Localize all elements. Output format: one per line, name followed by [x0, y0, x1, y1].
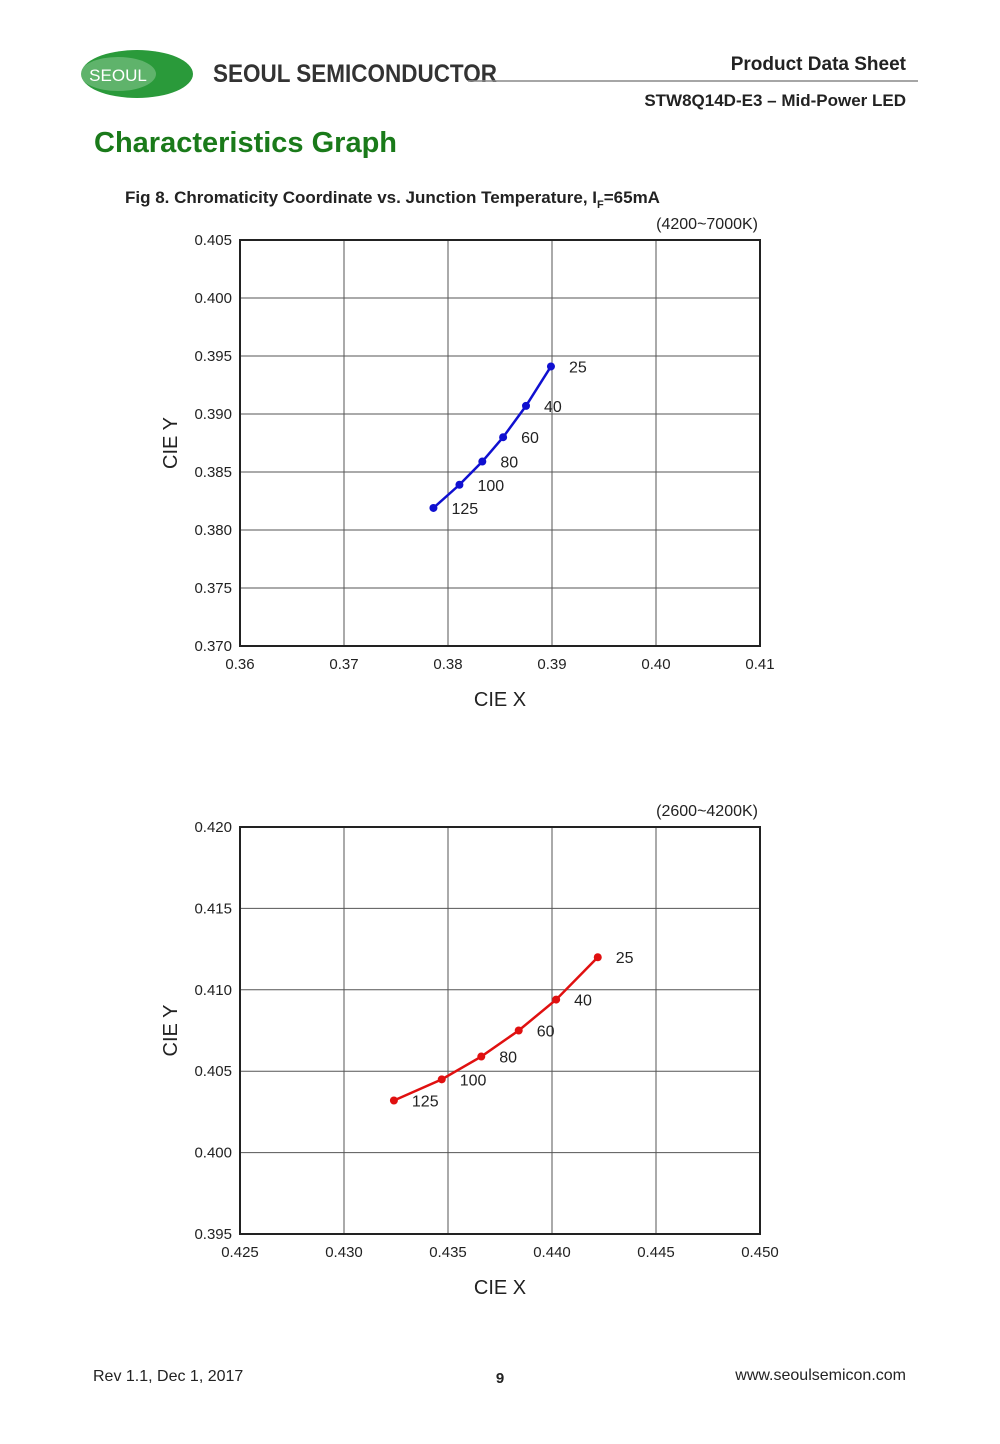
footer-revision: Rev 1.1, Dec 1, 2017 [93, 1368, 243, 1385]
data-point [499, 433, 508, 442]
x-tick-label: 0.37 [329, 656, 358, 673]
chart-subtitle: (2600~4200K) [656, 803, 758, 820]
point-label: 25 [569, 359, 587, 376]
company-name: SEOUL SEMICONDUCTOR [213, 60, 497, 88]
x-axis-label: CIE X [474, 1277, 526, 1299]
x-tick-label: 0.430 [325, 1244, 363, 1261]
x-tick-label: 0.36 [225, 656, 254, 673]
section-title: Characteristics Graph [94, 127, 397, 159]
point-label: 40 [544, 399, 562, 416]
x-tick-label: 0.445 [637, 1244, 675, 1261]
caption-text: Fig 8. Chromaticity Coordinate vs. Junct… [125, 188, 597, 207]
y-tick-label: 0.415 [194, 900, 232, 917]
y-axis-label: CIE Y [160, 1005, 182, 1057]
point-label: 100 [460, 1072, 487, 1089]
point-label: 100 [477, 478, 504, 495]
y-tick-label: 0.375 [194, 580, 232, 597]
x-tick-label: 0.39 [537, 656, 566, 673]
plot-frame [239, 826, 761, 1235]
data-point [437, 1075, 446, 1084]
chart-subtitle: (4200~7000K) [656, 216, 758, 233]
x-tick-label: 0.440 [533, 1244, 571, 1261]
data-point [455, 480, 464, 489]
point-label: 60 [521, 430, 539, 447]
x-tick-label: 0.41 [745, 656, 774, 673]
y-tick-label: 0.405 [194, 1063, 232, 1080]
plot-frame [239, 239, 761, 647]
data-point [593, 953, 602, 962]
y-axis-label: CIE Y [160, 417, 182, 469]
figure-caption: Fig 8. Chromaticity Coordinate vs. Junct… [125, 188, 660, 211]
data-line [432, 365, 553, 509]
y-tick-label: 0.400 [194, 290, 232, 307]
point-label: 25 [616, 950, 634, 967]
y-tick-label: 0.420 [194, 819, 232, 836]
data-point [546, 362, 555, 371]
x-tick-label: 0.435 [429, 1244, 467, 1261]
y-tick-label: 0.395 [194, 1226, 232, 1243]
y-tick-label: 0.400 [194, 1145, 232, 1162]
data-point [389, 1096, 398, 1105]
logo-shape [81, 50, 193, 98]
x-tick-label: 0.450 [741, 1244, 779, 1261]
page-number: 9 [496, 1370, 504, 1387]
x-tick-label: 0.38 [433, 656, 462, 673]
y-tick-label: 0.405 [194, 232, 232, 249]
product-name: STW8Q14D-E3 – Mid-Power LED [644, 91, 906, 110]
data-point [477, 1052, 486, 1061]
caption-subscript: F [597, 199, 604, 211]
point-label: 80 [500, 455, 518, 472]
logo-text: SEOUL [89, 66, 147, 85]
data-point [522, 401, 530, 410]
x-axis-label: CIE X [474, 689, 526, 711]
data-line [393, 956, 599, 1102]
data-point [429, 503, 438, 512]
data-point [478, 457, 487, 466]
data-point [514, 1026, 523, 1035]
x-tick-label: 0.425 [221, 1244, 259, 1261]
y-tick-label: 0.370 [194, 638, 232, 655]
point-label: 80 [499, 1050, 517, 1067]
y-tick-label: 0.390 [194, 406, 232, 423]
footer-website: www.seoulsemicon.com [734, 1367, 906, 1384]
point-label: 60 [537, 1024, 555, 1041]
y-tick-label: 0.380 [194, 522, 232, 539]
point-label: 40 [574, 993, 592, 1010]
y-tick-label: 0.385 [194, 464, 232, 481]
logo-highlight [80, 57, 156, 91]
point-label: 125 [451, 501, 478, 518]
point-label: 125 [412, 1094, 439, 1111]
x-tick-label: 0.40 [641, 656, 670, 673]
doc-type: Product Data Sheet [731, 54, 907, 75]
y-tick-label: 0.410 [194, 982, 232, 999]
y-tick-label: 0.395 [194, 348, 232, 365]
caption-suffix: =65mA [604, 188, 660, 207]
data-point [552, 995, 561, 1004]
